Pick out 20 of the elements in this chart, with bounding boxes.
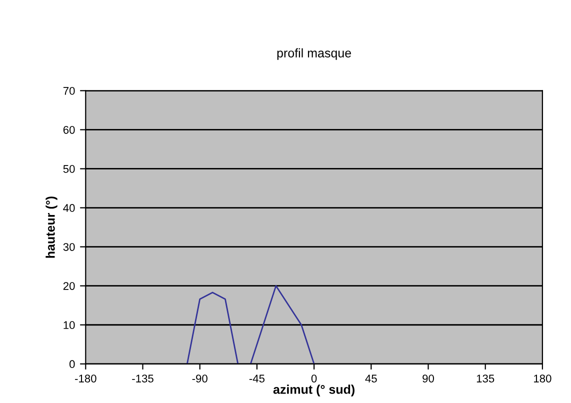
y-tick-label: 30 [63,243,75,251]
y-tick-label: 40 [63,204,75,212]
x-axis-title: azimut (° sud) [273,384,354,396]
x-tick-label: 90 [422,374,434,382]
y-tick-label: 50 [63,165,75,173]
x-tick-label: 180 [534,374,552,382]
y-tick-label: 20 [63,282,75,290]
y-tick-label: 0 [69,360,75,368]
y-tick-label: 70 [63,86,75,95]
x-tick-label: -90 [192,374,208,382]
x-tick-label: 45 [365,374,377,382]
chart-title: profil masque [277,48,352,60]
x-tick-label: 0 [311,374,317,382]
y-axis-title: hauteur (°) [46,196,58,258]
y-tick-label: 10 [64,321,75,330]
x-tick-label: -180 [75,374,96,382]
x-tick-label: -135 [132,374,154,382]
y-tick-label: 60 [63,126,75,134]
x-tick-label: 135 [476,374,494,382]
x-tick-label: -45 [249,374,265,382]
